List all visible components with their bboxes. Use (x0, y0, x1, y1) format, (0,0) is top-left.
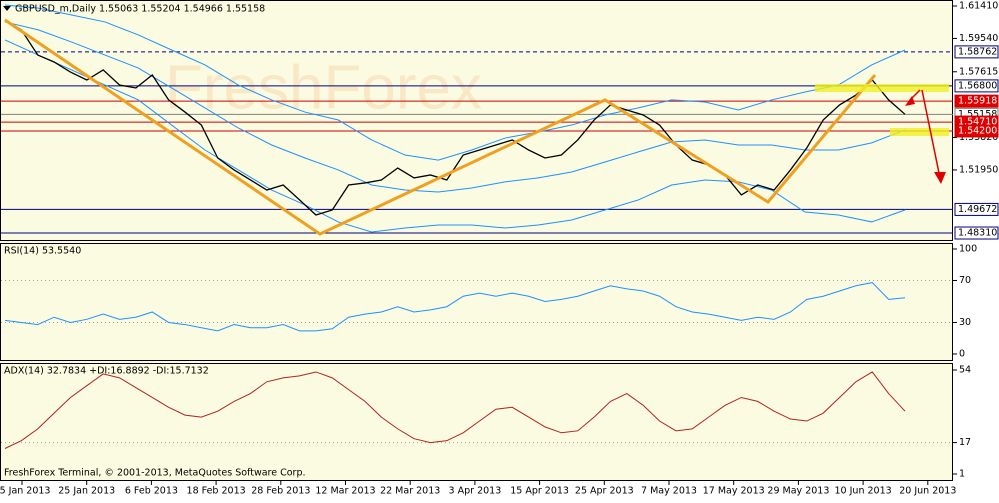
x-tick-label: 20 Jun 2013 (899, 486, 956, 497)
y-tick-label: 70 (959, 275, 971, 286)
price-panel (0, 0, 953, 241)
y-tick-label: 1.51950 (959, 164, 998, 175)
y-tick-label: 1.57615 (959, 66, 998, 77)
x-tick-label: 12 Mar 2013 (315, 486, 375, 497)
level-label-box (954, 79, 999, 93)
adx-title: ADX(14) 32.7834 +DI:16.8892 -DI:15.7132 (4, 366, 209, 377)
level-label-box (954, 202, 999, 216)
y-tick-label: 1.61410 (959, 0, 998, 11)
y-tick-label: 1 (959, 468, 965, 479)
x-tick-label: 18 Feb 2013 (187, 486, 246, 497)
level-label: 1.55918 (958, 96, 997, 107)
series-line (4, 282, 906, 332)
adx-panel (0, 363, 953, 481)
level-label: 1.48310 (958, 228, 997, 239)
x-tick-label: 6 Feb 2013 (125, 486, 178, 497)
rsi-title: RSI(14) 53.5540 (4, 246, 81, 257)
y-tick-label: 17 (959, 437, 971, 448)
y-tick-label: 54 (959, 365, 971, 376)
y-tick-label: 1.53820 (959, 132, 998, 143)
y-tick-label: 100 (959, 243, 977, 254)
level-label: 1.54200 (958, 125, 997, 136)
level-label: 1.56800 (958, 80, 997, 91)
watermark: FreshForex (165, 53, 482, 122)
arrow-head (934, 172, 946, 184)
x-tick-label: 25 Apr 2013 (575, 486, 634, 497)
x-tick-label: 3 Apr 2013 (449, 486, 502, 497)
footer: FreshForex Terminal, © 2001-2013, MetaQu… (4, 468, 306, 479)
level-label-box (954, 45, 999, 59)
y-tick-label: 1.59540 (959, 33, 998, 44)
x-tick-label: 29 May 2013 (767, 486, 829, 497)
chart-title: GBPUSD_m,Daily 1.55063 1.55204 1.54966 1… (15, 4, 265, 15)
x-tick-label: 7 May 2013 (641, 486, 697, 497)
arrow-down (921, 89, 941, 179)
level-label: 1.54710 (958, 117, 997, 128)
x-tick-label: 22 Mar 2013 (380, 486, 440, 497)
y-tick-label: 0 (959, 348, 965, 359)
series-line (4, 4, 906, 161)
x-tick-label: 17 May 2013 (703, 486, 765, 497)
annotations (4, 18, 949, 236)
symbol-menu-icon[interactable] (3, 6, 11, 11)
x-tick-label: 15 Jan 2013 (0, 486, 50, 497)
level-label: 1.55158 (958, 109, 997, 120)
level-label-box (954, 94, 999, 108)
series-line (4, 19, 906, 216)
x-tick-label: 25 Jan 2013 (58, 486, 115, 497)
level-label: 1.58762 (958, 46, 997, 57)
trend-line (4, 18, 877, 236)
resistance-zone (815, 84, 949, 92)
arrow-head (905, 96, 915, 106)
level-label: 1.49672 (958, 204, 997, 215)
rsi-panel (0, 243, 953, 361)
level-label-box (954, 226, 999, 240)
level-label-box (954, 124, 999, 138)
support-zone (890, 128, 949, 136)
y-tick-label: 30 (959, 317, 971, 328)
series-line (4, 371, 906, 449)
x-tick-label: 10 Jun 2013 (835, 486, 892, 497)
x-tick-label: 15 Apr 2013 (510, 486, 569, 497)
x-tick-label: 28 Feb 2013 (251, 486, 310, 497)
